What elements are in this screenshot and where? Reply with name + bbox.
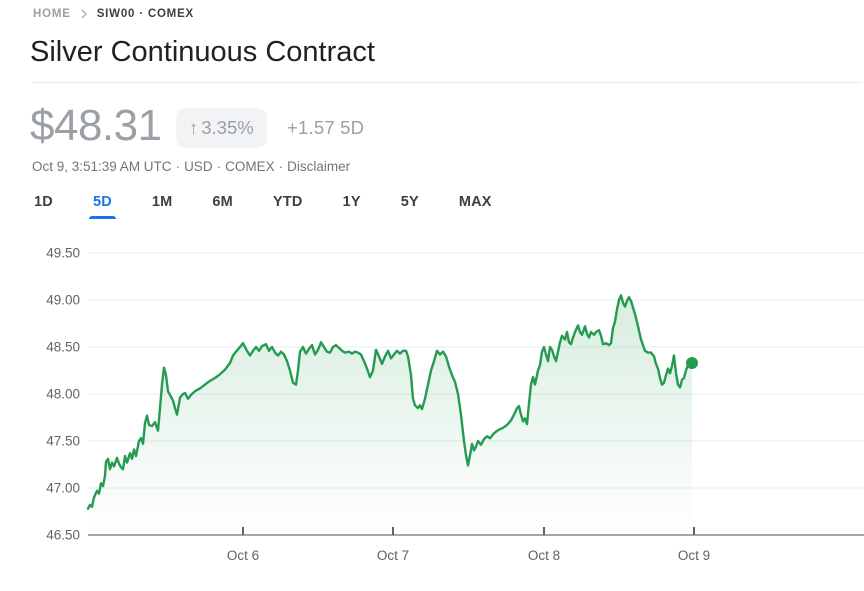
quote-currency: USD: [184, 159, 213, 174]
price-chart[interactable]: 49.50 49.00 48.50 48.00 47.50 47.00 46.50 Oct 6…: [0, 226, 864, 586]
tab-5d[interactable]: 5D: [77, 186, 128, 219]
arrow-up-icon: ↑: [189, 117, 199, 138]
x-tick-label: Oct 9: [678, 548, 710, 563]
tab-ytd[interactable]: YTD: [272, 194, 303, 210]
disclaimer-link[interactable]: Disclaimer: [287, 159, 351, 174]
tab-1m[interactable]: 1M: [151, 194, 173, 210]
tab-1d[interactable]: 1D: [34, 194, 53, 210]
tab-max[interactable]: MAX: [458, 194, 492, 210]
x-tick-label: Oct 8: [528, 548, 560, 563]
price-value: $48.31: [30, 101, 162, 150]
price-chart-svg[interactable]: 49.50 49.00 48.50 48.00 47.50 47.00 46.50 Oct 6…: [0, 226, 864, 586]
y-tick-label: 47.50: [46, 434, 80, 449]
breadcrumb-symbol: SIW00 · COMEX: [96, 8, 195, 20]
y-tick-label: 49.00: [46, 293, 80, 308]
x-tick-label: Oct 6: [227, 548, 259, 563]
breadcrumb: HOME SIW00 · COMEX: [33, 8, 194, 20]
quote-exchange: COMEX: [225, 159, 275, 174]
page-title: Silver Continuous Contract: [30, 36, 375, 68]
last-price-dot: [686, 356, 698, 369]
tab-5y[interactable]: 5Y: [400, 194, 419, 210]
breadcrumb-home-link[interactable]: HOME: [33, 8, 71, 20]
y-tick-label: 46.50: [46, 528, 80, 543]
y-tick-label: 49.50: [46, 246, 80, 261]
x-tick-label: Oct 7: [377, 548, 409, 563]
y-tick-label: 48.50: [46, 340, 80, 355]
chevron-right-icon: [81, 9, 87, 19]
header-divider: [32, 82, 862, 83]
quote-meta: Oct 9, 3:51:39 AM UTC · USD · COMEX · Disclaim…: [32, 159, 351, 174]
price-line: [86, 294, 694, 510]
y-tick-label: 47.00: [46, 481, 80, 496]
quote-timestamp: Oct 9, 3:51:39 AM UTC: [32, 159, 172, 174]
change-percent-badge: ↑ 3.35%: [176, 108, 267, 148]
change-percent: 3.35%: [201, 117, 254, 138]
tab-1y[interactable]: 1Y: [342, 194, 361, 210]
tab-6m[interactable]: 6M: [212, 194, 233, 210]
change-absolute: +1.57 5D: [287, 117, 365, 138]
y-tick-label: 48.00: [46, 387, 80, 402]
time-range-tabs: 1D 5D 1M 6M YTD 1Y 5Y MAX: [18, 186, 508, 219]
price-area-fill: [88, 295, 692, 535]
